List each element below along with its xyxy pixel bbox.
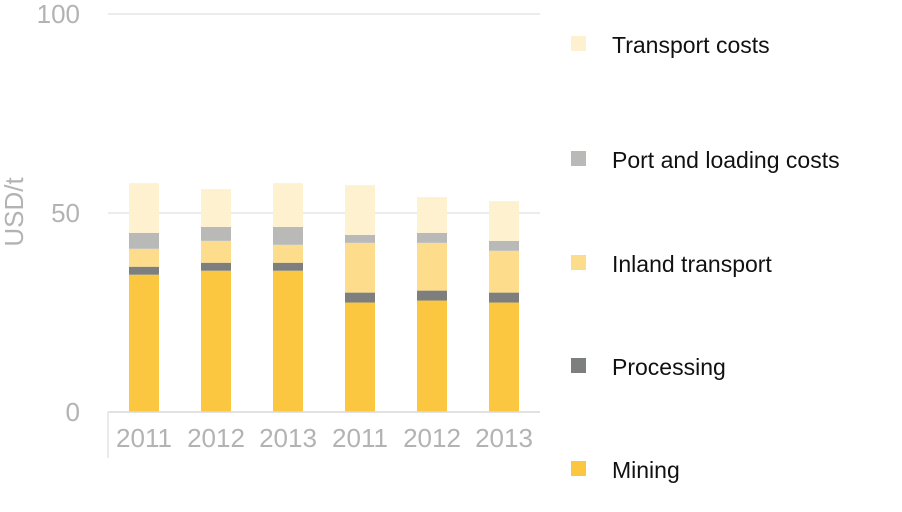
y-tick-labels: 0 50 100 [37, 0, 80, 427]
bar-segment-processing [129, 266, 159, 275]
bar-segment-transport-costs [201, 189, 231, 227]
bar-segment-inland-transport [129, 248, 159, 267]
x-tick-label: 2012 [187, 423, 245, 453]
legend-swatch [571, 255, 586, 270]
bar-segment-port-and-loading-costs [489, 240, 519, 251]
bar-segment-mining [417, 300, 447, 412]
bar-segment-processing [345, 292, 375, 303]
bar-segment-mining [129, 274, 159, 412]
y-axis-title: USD/t [0, 177, 29, 247]
legend-label: Mining [612, 457, 680, 483]
legend-label: Processing [612, 354, 726, 380]
x-tick-label: 2012 [403, 423, 461, 453]
bar-segment-inland-transport [273, 244, 303, 263]
y-tick-label: 50 [51, 198, 80, 228]
x-tick-label: 2011 [332, 423, 388, 453]
legend-swatch [571, 358, 586, 373]
bar-segment-inland-transport [417, 242, 447, 291]
bar-segment-processing [273, 262, 303, 271]
bar-segment-mining [345, 302, 375, 412]
bar-segment-transport-costs [417, 197, 447, 233]
bar-segment-processing [201, 262, 231, 271]
x-tick-label: 2011 [116, 423, 172, 453]
bar-segment-port-and-loading-costs [129, 232, 159, 249]
bar-segment-transport-costs [489, 201, 519, 241]
bar-segment-inland-transport [345, 242, 375, 293]
bar-segment-inland-transport [201, 240, 231, 263]
legend-label: Inland transport [612, 251, 772, 277]
bar-segment-port-and-loading-costs [417, 232, 447, 243]
x-tick-labels: 2011 2012 2013 2011 2012 2013 [116, 423, 533, 453]
bar-segment-mining [489, 302, 519, 412]
x-tick-label: 2013 [259, 423, 317, 453]
x-tick-label: 2013 [475, 423, 533, 453]
bar-segment-port-and-loading-costs [201, 226, 231, 241]
legend: Transport costs Port and loading costs Inl… [571, 32, 840, 483]
bar-segment-port-and-loading-costs [273, 226, 303, 245]
bar-segment-mining [201, 270, 231, 412]
bar-segment-transport-costs [345, 185, 375, 235]
bar-segment-transport-costs [273, 183, 303, 227]
bar-segment-transport-costs [129, 183, 159, 233]
y-tick-label: 100 [37, 0, 80, 29]
bars [129, 183, 519, 412]
bar-segment-processing [417, 290, 447, 301]
legend-swatch [571, 151, 586, 166]
bar-segment-processing [489, 292, 519, 303]
gridlines [108, 13, 540, 214]
bar-segment-port-and-loading-costs [345, 234, 375, 243]
bar-segment-mining [273, 270, 303, 412]
legend-label: Port and loading costs [612, 147, 840, 173]
legend-swatch [571, 36, 586, 51]
legend-label: Transport costs [612, 32, 770, 58]
y-tick-label: 0 [66, 397, 80, 427]
legend-swatch [571, 461, 586, 476]
bar-segment-inland-transport [489, 250, 519, 293]
